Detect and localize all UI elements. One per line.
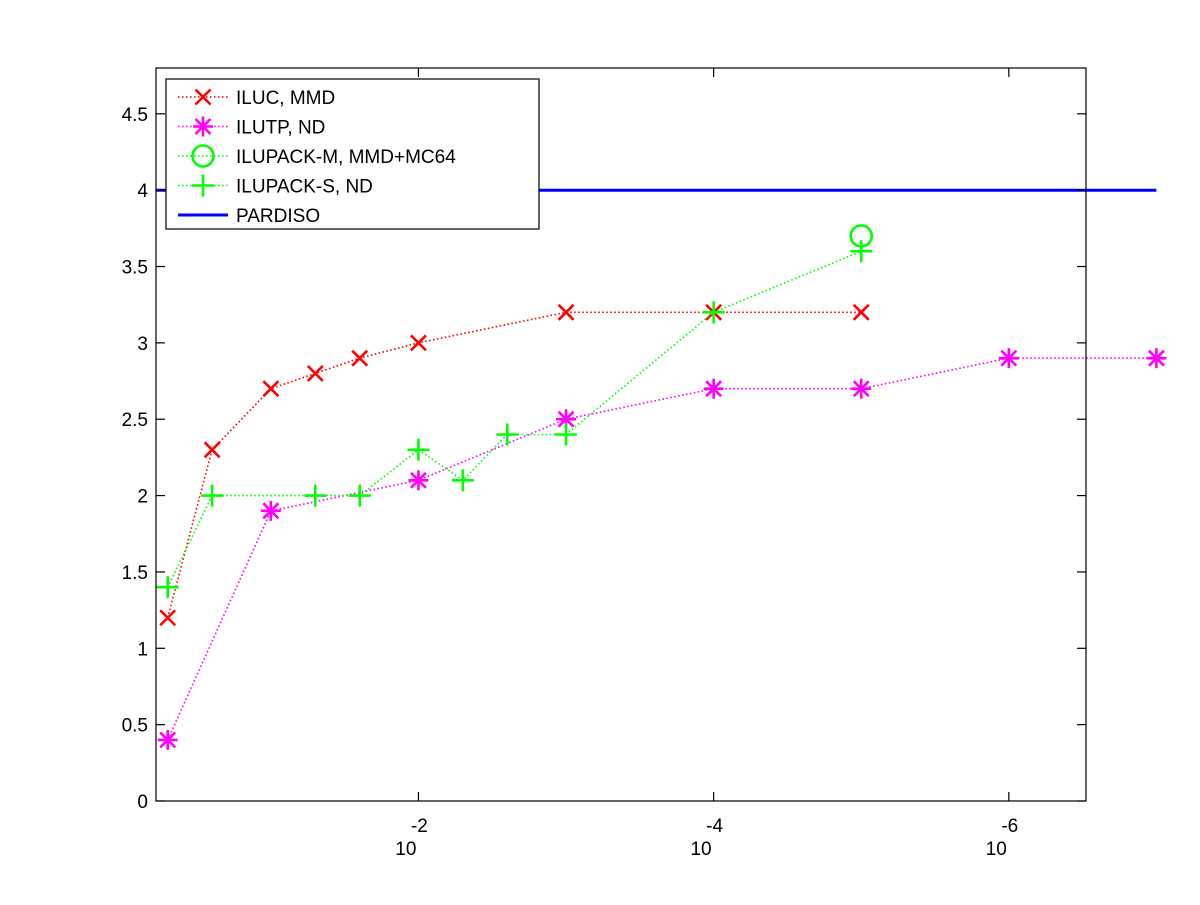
y-tick-label: 4 <box>137 181 148 202</box>
legend-marker <box>194 88 212 106</box>
data-point-ilutp-nd-2 <box>408 470 429 491</box>
series-line-ilutp-nd <box>166 357 1157 741</box>
data-point-ilupack-s-nd-8 <box>702 301 725 324</box>
legend-label: PARDISO <box>236 206 320 227</box>
y-tick-label: 1 <box>137 639 148 660</box>
data-point-iluc-mmd-3 <box>306 364 324 382</box>
y-tick-label: 2 <box>137 487 148 508</box>
data-point-ilupack-s-nd-7 <box>555 423 578 446</box>
legend-label: ILUTP, ND <box>236 118 325 139</box>
data-point-ilupack-s-nd-2 <box>304 484 327 507</box>
data-point-iluc-mmd-6 <box>557 303 575 321</box>
legend-marker <box>193 116 213 137</box>
y-tick-label: 1.5 <box>122 563 148 584</box>
x-tick-label-exponent: -6 <box>1001 816 1018 837</box>
legend-entry-ilutp-nd: ILUTP, ND <box>178 116 325 139</box>
x-tick-label-base: 10 <box>986 839 1007 860</box>
data-point-ilupack-s-nd-9 <box>850 240 873 263</box>
legend-label: ILUC, MMD <box>236 88 335 109</box>
plot-area-frame <box>155 67 1087 802</box>
data-point-ilutp-nd-4 <box>703 378 724 399</box>
legend-marker <box>192 174 214 197</box>
legend-entry-ilupack-m-mmd-mc64: ILUPACK-M, MMD+MC64 <box>178 144 456 168</box>
y-tick-label: 4.5 <box>122 105 148 126</box>
data-point-ilupack-s-nd-4 <box>407 438 430 461</box>
series-line-ilupack-s-nd <box>166 250 862 588</box>
x-tick-label-exponent: -4 <box>706 816 723 837</box>
y-tick-label: 0.5 <box>122 716 148 737</box>
data-point-ilutp-nd-5 <box>851 378 872 399</box>
data-point-ilutp-nd-1 <box>260 500 281 521</box>
data-point-ilupack-s-nd-1 <box>201 484 224 507</box>
x-tick-label-exponent: -2 <box>411 816 428 837</box>
legend-entry-iluc-mmd: ILUC, MMD <box>178 88 335 109</box>
data-point-ilupack-s-nd-6 <box>496 423 519 446</box>
data-point-ilutp-nd-7 <box>1146 348 1167 369</box>
legend-marker <box>191 144 215 168</box>
data-point-iluc-mmd-4 <box>351 349 369 367</box>
legend-entry-ilupack-s-nd: ILUPACK-S, ND <box>178 174 373 198</box>
y-tick-label: 2.5 <box>122 410 148 431</box>
data-point-iluc-mmd-5 <box>410 334 427 352</box>
data-point-ilupack-s-nd-0 <box>156 576 179 599</box>
series-ilupack-s-nd <box>156 240 873 599</box>
data-point-ilutp-nd-0 <box>157 729 178 750</box>
data-point-ilutp-nd-6 <box>998 348 1019 369</box>
legend-label: ILUPACK-M, MMD+MC64 <box>236 147 456 168</box>
legend-box <box>165 78 540 230</box>
series-iluc-mmd <box>159 303 870 627</box>
y-tick-label: 0 <box>137 792 148 813</box>
y-tick-label: 3 <box>137 334 148 355</box>
series-ilutp-nd <box>157 348 1167 750</box>
data-point-iluc-mmd-8 <box>852 303 870 321</box>
axes-layer: 00.511.522.533.544.510-210-410-6 <box>122 68 1086 860</box>
data-point-ilupack-s-nd-5 <box>451 469 474 492</box>
legend-entry-pardiso: PARDISO <box>178 206 320 227</box>
data-point-iluc-mmd-2 <box>262 380 280 398</box>
x-tick-label-base: 10 <box>690 839 711 860</box>
data-point-iluc-mmd-0 <box>159 609 177 627</box>
y-tick-label: 3.5 <box>122 258 148 279</box>
data-point-ilutp-nd-3 <box>556 409 577 430</box>
data-point-iluc-mmd-1 <box>203 441 221 459</box>
data-point-ilupack-s-nd-3 <box>348 484 371 507</box>
legend-label: ILUPACK-S, ND <box>236 177 373 198</box>
series-layer <box>156 188 1167 750</box>
x-tick-label-base: 10 <box>395 839 416 860</box>
legend: ILUC, MMD ILUTP, ND ILUPACK-M, MMD+MC64 ILU… <box>165 78 540 230</box>
